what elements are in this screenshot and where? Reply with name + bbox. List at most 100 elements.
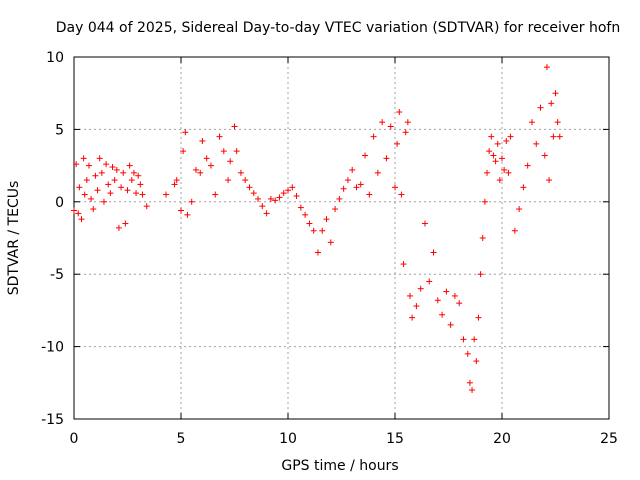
data-point: [520, 184, 527, 191]
data-point: [280, 190, 287, 197]
data-point: [479, 235, 486, 241]
data-point: [486, 148, 493, 155]
x-axis-label: GPS time / hours: [281, 458, 398, 474]
data-point: [75, 210, 82, 217]
data-point: [541, 152, 548, 159]
data-point: [394, 140, 401, 147]
data-point: [426, 278, 433, 285]
data-point: [192, 166, 199, 173]
data-point: [383, 155, 390, 162]
data-point: [199, 137, 206, 144]
data-point: [197, 169, 204, 176]
data-point: [421, 220, 428, 227]
data-point: [137, 181, 144, 188]
y-tick-label: -10: [41, 340, 64, 356]
data-point: [417, 285, 424, 292]
data-point: [216, 133, 223, 140]
data-point: [490, 152, 497, 159]
data-point: [293, 193, 300, 200]
data-point: [126, 162, 133, 169]
data-point: [546, 177, 553, 184]
data-point: [113, 166, 120, 173]
data-point: [103, 161, 110, 168]
y-axis-label: SDTVAR / TECUs: [6, 181, 22, 296]
data-point: [220, 148, 227, 155]
data-point: [349, 166, 356, 173]
data-point: [503, 137, 510, 144]
data-point: [115, 224, 122, 231]
data-point: [276, 194, 283, 201]
data-point: [396, 109, 403, 116]
data-point: [124, 187, 131, 194]
data-point: [163, 191, 170, 198]
data-point: [400, 261, 407, 268]
data-point: [263, 210, 270, 217]
data-point: [297, 204, 304, 211]
data-point: [272, 197, 279, 204]
data-point: [212, 191, 219, 198]
data-point: [387, 123, 394, 130]
data-point: [332, 206, 339, 213]
data-point: [242, 177, 249, 184]
data-point: [494, 140, 501, 147]
y-tick-label: 10: [46, 50, 64, 66]
y-tick-label: -5: [50, 267, 64, 283]
data-point: [430, 249, 437, 256]
data-point: [289, 184, 296, 191]
data-point: [81, 191, 88, 198]
data-point: [78, 216, 85, 223]
y-tick-label: 5: [55, 122, 64, 138]
data-point: [227, 158, 234, 165]
data-point: [556, 133, 563, 140]
x-tick-label: 15: [386, 431, 404, 447]
data-point: [528, 119, 535, 126]
data-point: [314, 249, 321, 256]
data-point: [488, 133, 495, 140]
data-point: [111, 177, 118, 184]
data-point: [92, 172, 99, 179]
data-points: [71, 64, 563, 394]
chart-title: Day 044 of 2025, Sidereal Day-to-day VTE…: [56, 20, 620, 36]
data-point: [182, 129, 189, 136]
x-tick-label: 10: [279, 431, 297, 447]
data-point: [507, 133, 514, 140]
data-point: [120, 169, 127, 176]
data-point: [434, 297, 441, 304]
data-point: [143, 203, 150, 210]
data-point: [402, 129, 409, 136]
data-point: [231, 123, 238, 130]
data-point: [90, 206, 97, 213]
data-point: [533, 140, 540, 147]
data-point: [109, 164, 116, 171]
data-point: [379, 119, 386, 126]
data-point: [323, 216, 330, 223]
data-point: [302, 211, 309, 218]
data-point: [327, 239, 334, 246]
data-point: [80, 155, 87, 162]
y-tick-label: 0: [55, 195, 64, 211]
data-point: [237, 169, 244, 176]
data-point: [466, 379, 473, 386]
data-point: [456, 300, 463, 307]
data-point: [543, 64, 550, 71]
data-point: [366, 191, 373, 198]
axis-ticks: 0 5 10 15 20 25 -15 -10 -5 0 5 10: [41, 50, 618, 447]
x-tick-label: 25: [600, 431, 618, 447]
data-point: [492, 158, 499, 165]
data-point: [233, 148, 240, 155]
data-point: [392, 184, 398, 191]
data-point: [362, 152, 369, 159]
x-tick-label: 20: [493, 431, 511, 447]
data-point: [76, 184, 83, 191]
data-point: [439, 311, 446, 318]
data-point: [319, 227, 326, 234]
data-point: [96, 155, 103, 162]
data-point: [133, 190, 140, 197]
data-point: [501, 166, 508, 173]
data-point: [207, 162, 214, 169]
data-point: [484, 169, 491, 176]
data-point: [255, 195, 262, 202]
data-point: [310, 227, 317, 234]
data-point: [100, 198, 107, 205]
